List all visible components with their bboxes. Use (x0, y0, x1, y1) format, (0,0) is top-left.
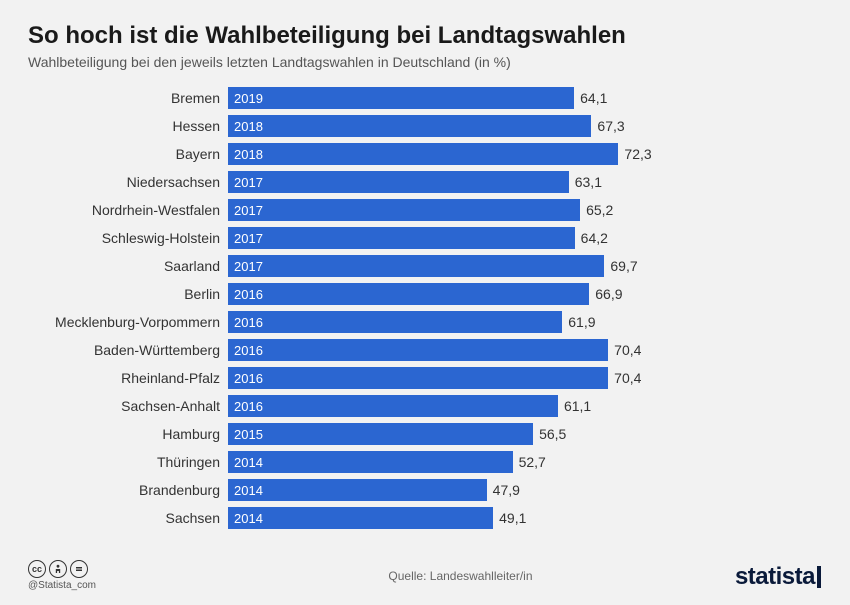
chart-row: Brandenburg2014 47,9 (28, 476, 822, 504)
bar-value: 49,1 (499, 510, 526, 526)
chart-row: Thüringen2014 52,7 (28, 448, 822, 476)
bar: 2017 (228, 255, 604, 277)
chart-row: Mecklenburg-Vorpommern2016 61,9 (28, 308, 822, 336)
bar-track: 2016 61,1 (228, 395, 768, 417)
bar: 2014 (228, 507, 493, 529)
row-label: Berlin (28, 286, 228, 302)
row-label: Rheinland-Pfalz (28, 370, 228, 386)
row-label: Hessen (28, 118, 228, 134)
row-label: Niedersachsen (28, 174, 228, 190)
bar-track: 2014 49,1 (228, 507, 768, 529)
bar-track: 2016 70,4 (228, 367, 768, 389)
chart-row: Bayern2018 72,3 (28, 140, 822, 168)
bar-value: 61,9 (568, 314, 595, 330)
bar: 2019 (228, 87, 574, 109)
bar-track: 2018 72,3 (228, 143, 768, 165)
bar-track: 2018 67,3 (228, 115, 768, 137)
bar-value: 72,3 (624, 146, 651, 162)
source-text: Quelle: Landeswahlleiter/in (388, 569, 532, 583)
bar: 2016 (228, 283, 589, 305)
chart-row: Hamburg2015 56,5 (28, 420, 822, 448)
chart-row: Niedersachsen2017 63,1 (28, 168, 822, 196)
bar: 2018 (228, 143, 618, 165)
bar-track: 2017 63,1 (228, 171, 768, 193)
row-label: Schleswig-Holstein (28, 230, 228, 246)
chart-row: Sachsen-Anhalt2016 61,1 (28, 392, 822, 420)
footer: cc @Statista_com Quelle: Landeswahlleite… (28, 560, 822, 591)
bar-track: 2019 64,1 (228, 87, 768, 109)
row-label: Brandenburg (28, 482, 228, 498)
row-label: Mecklenburg-Vorpommern (28, 314, 228, 330)
chart-row: Hessen2018 67,3 (28, 112, 822, 140)
bar: 2017 (228, 227, 575, 249)
row-label: Nordrhein-Westfalen (28, 202, 228, 218)
chart-row: Rheinland-Pfalz2016 70,4 (28, 364, 822, 392)
bar-value: 64,2 (581, 230, 608, 246)
row-label: Thüringen (28, 454, 228, 470)
bar-track: 2017 65,2 (228, 199, 768, 221)
bar-value: 47,9 (493, 482, 520, 498)
bar: 2017 (228, 199, 580, 221)
row-label: Sachsen-Anhalt (28, 398, 228, 414)
bar: 2014 (228, 479, 487, 501)
bar-track: 2014 47,9 (228, 479, 768, 501)
cc-icon: cc (28, 560, 46, 578)
row-label: Bayern (28, 146, 228, 162)
bar: 2014 (228, 451, 513, 473)
chart-row: Schleswig-Holstein2017 64,2 (28, 224, 822, 252)
row-label: Hamburg (28, 426, 228, 442)
cc-nd-icon (70, 560, 88, 578)
bar-chart: Bremen2019 64,1 Hessen2018 67,3 Bayern2018 72… (28, 84, 822, 532)
bar-track: 2016 61,9 (228, 311, 768, 333)
bar-track: 2015 56,5 (228, 423, 768, 445)
row-label: Bremen (28, 90, 228, 106)
bar-value: 69,7 (610, 258, 637, 274)
bar-value: 61,1 (564, 398, 591, 414)
bar-track: 2017 69,7 (228, 255, 768, 277)
chart-row: Sachsen2014 49,1 (28, 504, 822, 532)
chart-row: Baden-Württemberg2016 70,4 (28, 336, 822, 364)
social-handle: @Statista_com (28, 580, 96, 591)
bar-value: 67,3 (597, 118, 624, 134)
brand-bar-icon (817, 566, 821, 588)
bar-track: 2017 64,2 (228, 227, 768, 249)
chart-row: Berlin2016 66,9 (28, 280, 822, 308)
bar-track: 2016 70,4 (228, 339, 768, 361)
chart-subtitle: Wahlbeteiligung bei den jeweils letzten … (28, 54, 822, 70)
bar: 2016 (228, 339, 608, 361)
bar: 2016 (228, 395, 558, 417)
chart-card: So hoch ist die Wahlbeteiligung bei Land… (0, 0, 850, 605)
chart-row: Nordrhein-Westfalen2017 65,2 (28, 196, 822, 224)
bar-value: 63,1 (575, 174, 602, 190)
row-label: Saarland (28, 258, 228, 274)
chart-row: Saarland2017 69,7 (28, 252, 822, 280)
bar-value: 70,4 (614, 370, 641, 386)
row-label: Baden-Württemberg (28, 342, 228, 358)
bar: 2017 (228, 171, 569, 193)
chart-title: So hoch ist die Wahlbeteiligung bei Land… (28, 22, 822, 50)
brand-logo: statista (735, 563, 822, 591)
bar-value: 64,1 (580, 90, 607, 106)
cc-license-icons: cc (28, 560, 96, 578)
bar-value: 66,9 (595, 286, 622, 302)
bar: 2016 (228, 311, 562, 333)
bar-value: 52,7 (519, 454, 546, 470)
bar: 2018 (228, 115, 591, 137)
row-label: Sachsen (28, 510, 228, 526)
cc-by-icon (49, 560, 67, 578)
bar: 2015 (228, 423, 533, 445)
bar-track: 2014 52,7 (228, 451, 768, 473)
bar-value: 65,2 (586, 202, 613, 218)
bar: 2016 (228, 367, 608, 389)
bar-value: 56,5 (539, 426, 566, 442)
bar-track: 2016 66,9 (228, 283, 768, 305)
chart-row: Bremen2019 64,1 (28, 84, 822, 112)
bar-value: 70,4 (614, 342, 641, 358)
attribution: cc @Statista_com (28, 560, 96, 591)
